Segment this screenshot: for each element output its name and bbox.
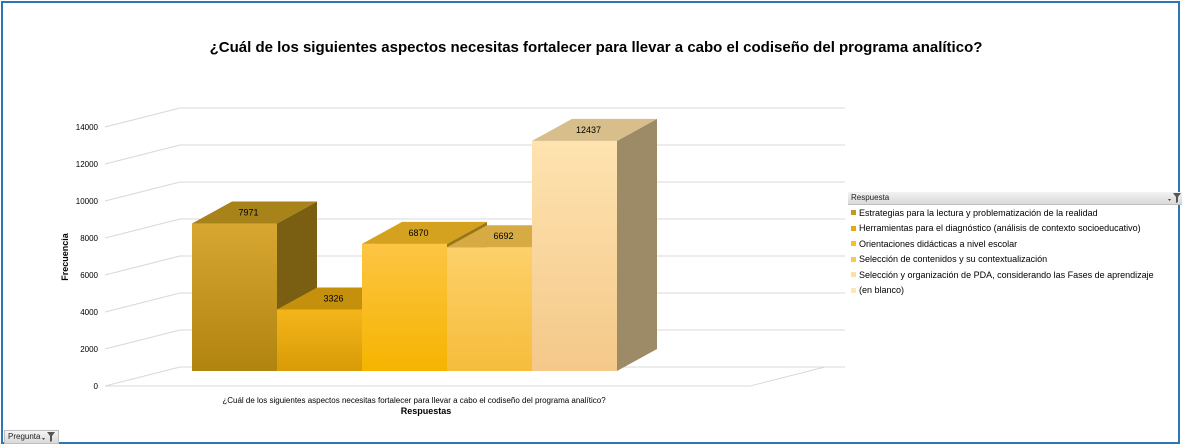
legend-label: Estrategias para la lectura y problemati…: [859, 207, 1098, 218]
bar-side: [617, 118, 657, 371]
legend-label: Selección y organización de PDA, conside…: [859, 269, 1154, 280]
category-label: ¿Cuál de los siguientes aspectos necesit…: [222, 396, 606, 405]
bar-front: [532, 140, 617, 371]
filter-icon[interactable]: [1166, 192, 1182, 204]
data-label: 6870: [408, 228, 428, 238]
legend-label: Selección de contenidos y su contextuali…: [859, 254, 1048, 265]
data-label: 3326: [323, 293, 343, 303]
bar-top: [192, 201, 317, 224]
legend-swatch: [851, 272, 856, 278]
y-tick-label: 12000: [76, 160, 99, 169]
filter-icon[interactable]: [41, 431, 57, 443]
bar-front: [192, 223, 277, 371]
legend-swatch: [851, 210, 856, 216]
legend-header: Respuesta: [848, 192, 1182, 205]
legend-header-label: Respuesta: [851, 193, 890, 202]
legend-label: (en blanco): [859, 285, 905, 296]
legend-label: Orientaciones didácticas a nivel escolar: [859, 238, 1018, 249]
y-tick-label: 4000: [80, 308, 98, 317]
legend-swatch: [851, 287, 856, 293]
y-tick-label: 0: [94, 382, 99, 391]
y-tick-label: 8000: [80, 234, 98, 243]
gridline: [104, 181, 845, 202]
legend-swatch: [851, 256, 856, 262]
y-tick-label: 14000: [76, 123, 99, 132]
legend-item[interactable]: Estrategias para la lectura y problemati…: [848, 205, 1182, 221]
x-axis-label: Respuestas: [401, 406, 452, 416]
y-tick-label: 10000: [76, 197, 99, 206]
legend-item[interactable]: (en blanco): [848, 283, 1182, 299]
legend-item[interactable]: Selección de contenidos y su contextuali…: [848, 252, 1182, 268]
bar-front: [362, 243, 447, 371]
legend: Respuesta Estrategias para la lectura y …: [848, 192, 1182, 298]
bar-front: [277, 309, 362, 371]
y-tick-label: 6000: [80, 271, 98, 280]
legend-item[interactable]: Herramientas para el diagnóstico (anális…: [848, 221, 1182, 237]
chart-title: ¿Cuál de los siguientes aspectos necesit…: [210, 39, 983, 56]
bar-top: [362, 221, 487, 244]
data-label: 6692: [493, 231, 513, 241]
y-tick-label: 2000: [80, 345, 98, 354]
legend-item[interactable]: Selección y organización de PDA, conside…: [848, 267, 1182, 283]
floor-edge: [105, 366, 826, 387]
legend-swatch: [851, 225, 856, 231]
legend-item[interactable]: Orientaciones didácticas a nivel escolar: [848, 236, 1182, 252]
legend-swatch: [851, 241, 856, 247]
bar-top: [532, 118, 657, 141]
pregunta-filter-label: Pregunta: [8, 432, 41, 441]
legend-label: Herramientas para el diagnóstico (anális…: [859, 223, 1141, 234]
data-label: 7971: [238, 208, 258, 218]
y-axis-label: Frecuencia: [60, 232, 70, 281]
data-label: 12437: [576, 125, 601, 135]
pregunta-filter-button[interactable]: Pregunta: [4, 430, 60, 444]
bar[interactable]: 12437: [532, 118, 657, 371]
bar-front: [447, 247, 532, 371]
gridline: [104, 144, 845, 165]
gridline: [104, 107, 845, 128]
